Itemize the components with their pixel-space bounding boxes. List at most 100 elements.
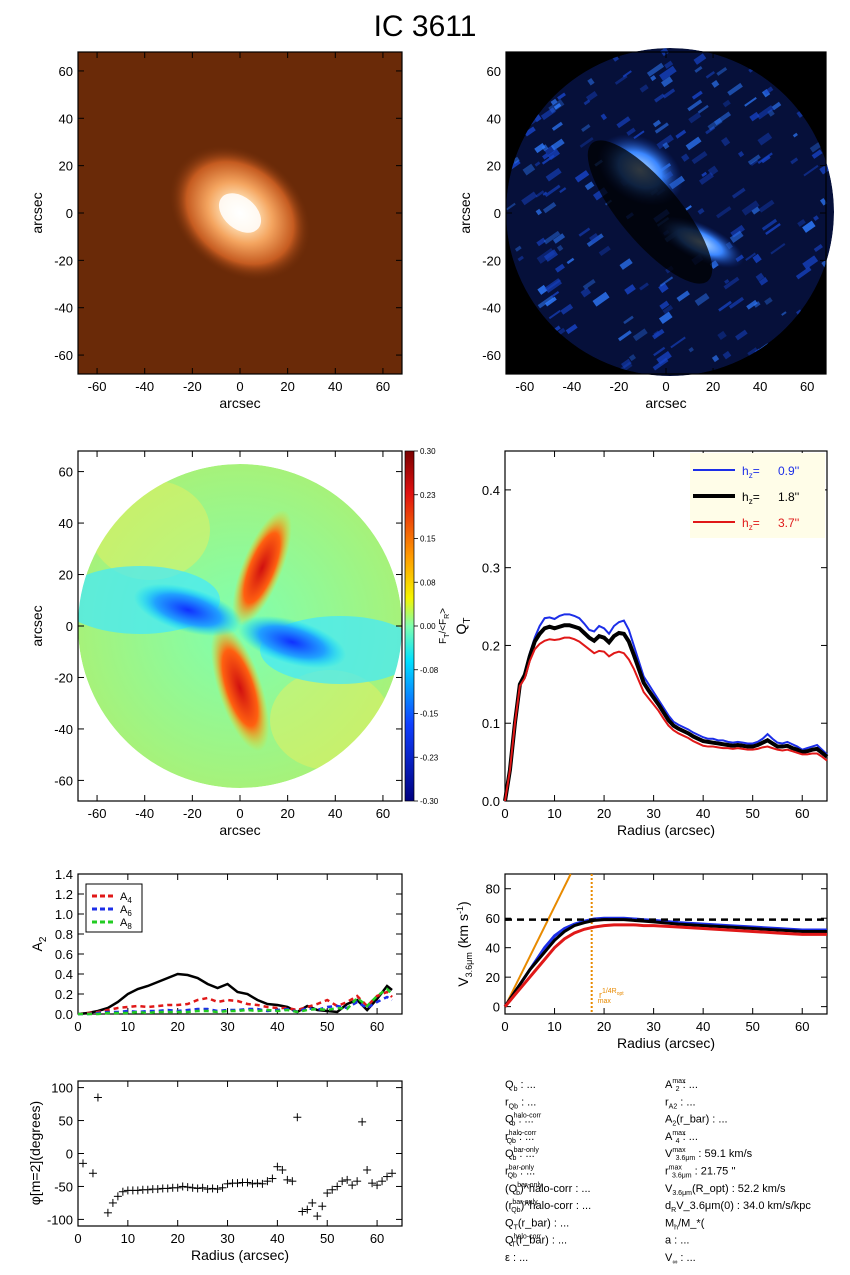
blue-speckle (579, 137, 594, 148)
y-tick-label: 0.0 (482, 794, 500, 809)
x-tick-label: 60 (376, 379, 390, 394)
phase-point (313, 1212, 322, 1221)
y-tick-label: 0.8 (55, 927, 73, 942)
blue-speckle (592, 48, 599, 51)
blue-speckle (749, 111, 760, 122)
blue-speckle (675, 129, 687, 139)
blue-speckle (792, 132, 798, 138)
y-tick-label: 0 (494, 206, 501, 221)
legend-value: 3.7'' (778, 516, 799, 530)
blue-speckle (765, 222, 781, 236)
blue-speckle (592, 291, 610, 307)
phase-point (283, 1175, 292, 1184)
blue-speckle (621, 358, 632, 369)
x-tick-label: 30 (646, 1019, 660, 1034)
y-tick-label: 60 (487, 64, 501, 79)
axes-qt: 0 10 20 30 40 50 60 0.0 0.1 0.2 0.3 0.4 Radius (arcs… (453, 450, 829, 838)
phase-point (188, 1183, 197, 1192)
colorbar-tick-label: 0.30 (420, 447, 436, 456)
stat-row: V3.6μm(R_opt) : 52.2 km/s (665, 1183, 786, 1197)
x-tick-label: 0 (501, 1019, 508, 1034)
phase-point (193, 1184, 202, 1193)
phase-point (153, 1185, 162, 1194)
x-tick-label: 40 (696, 1019, 710, 1034)
blue-speckle (540, 107, 556, 121)
stat-row: Qbar-only b : ... (505, 1147, 539, 1162)
y-tick-label: -50 (54, 1179, 73, 1194)
blue-speckle (802, 220, 816, 233)
blue-speckle (541, 144, 549, 152)
x-tick-label: 40 (270, 1231, 284, 1246)
blue-speckle (670, 336, 686, 349)
blue-speckle (713, 111, 732, 126)
axes-a2: 0 10 20 30 40 50 60 1.4 1.2 1.0 0.8 0.6 0.4 0.2 0.0 A2 A… (29, 867, 403, 1034)
x-tick-label: 30 (646, 806, 660, 821)
blue-speckle (750, 159, 759, 166)
y-tick-label: -40 (54, 301, 73, 316)
phase-point (293, 1113, 302, 1122)
phase-point (388, 1169, 397, 1178)
y-tick-label: 20 (59, 568, 73, 583)
blue-speckle (619, 258, 633, 270)
axes-torque: -60 -40 -20 0 20 40 60 60 40 20 0 -20 -40 -60 arcsec ar… (29, 450, 403, 838)
panel-blue-image: -60 -40 -20 0 20 40 60 60 40 20 0 -20 -40 -60 arcsec ar… (457, 48, 834, 411)
y-tick-label: 40 (59, 111, 73, 126)
blue-speckle (728, 296, 745, 309)
blue-speckle (722, 350, 732, 360)
stat-row: rA2 : ... (665, 1096, 696, 1110)
qt-line-3.7'' (504, 636, 828, 802)
y-tick-label: 0.4 (55, 967, 73, 982)
blue-speckle (614, 74, 628, 85)
x-tick-label: 20 (597, 806, 611, 821)
phase-point (288, 1177, 297, 1186)
blue-speckle (698, 172, 714, 185)
phase-point (368, 1179, 377, 1188)
blue-speckle (685, 136, 702, 151)
blue-speckle (755, 272, 765, 282)
colorbar-tick-label: -0.15 (420, 710, 439, 719)
blue-speckle (676, 290, 690, 302)
blue-speckle (542, 153, 549, 160)
blue-speckle (813, 215, 819, 221)
blue-speckle (565, 323, 578, 335)
blue-speckle (746, 299, 758, 310)
y-tick-label: 0.0 (55, 1007, 73, 1022)
x-tick-label: 10 (547, 806, 561, 821)
a2-line-A4 (77, 990, 393, 1016)
torque-blue-left (133, 583, 243, 637)
blue-speckle (521, 191, 538, 206)
blue-speckle (664, 60, 674, 69)
x-axis-label: Radius (arcsec) (617, 822, 715, 838)
blue-speckle (560, 303, 574, 315)
qt-line-1.8'' (503, 623, 829, 802)
x-tick-label: -60 (88, 379, 107, 394)
phase-point (373, 1181, 382, 1190)
blue-speckle (524, 126, 536, 137)
x-tick-label: 40 (696, 806, 710, 821)
blue-speckle (764, 297, 773, 306)
colorbar-tick-label: 0.08 (420, 578, 436, 587)
y-axis-label: arcsec (29, 605, 45, 646)
x-axis-label: Radius (arcsec) (191, 1247, 289, 1263)
phase-point (183, 1183, 192, 1192)
phase-point (233, 1179, 242, 1188)
blue-speckle (825, 115, 834, 124)
x-tick-label: -20 (183, 379, 202, 394)
y-tick-label: 0.3 (482, 561, 500, 576)
y-tick-label: 0 (66, 206, 73, 221)
y-tick-label: -60 (54, 348, 73, 363)
blue-speckle (581, 124, 591, 132)
y-tick-label: 100 (51, 1081, 73, 1096)
x-tick-label: 10 (121, 1019, 135, 1034)
blue-speckle (552, 233, 566, 244)
a2-line-A_2 (77, 972, 393, 1016)
blue-speckle (654, 93, 665, 103)
blue-speckle (753, 301, 761, 308)
blue-speckle (660, 76, 673, 88)
stats-table: Qb : ... rQb : ... Qhalo-corr b : ... rhalo-… (505, 1078, 811, 1266)
x-tick-label: 40 (328, 806, 342, 821)
phase-point (198, 1183, 207, 1192)
stat-row: dRV_3.6μm(0) : 34.0 km/s/kpc (665, 1200, 811, 1214)
torque-yellow-tint-2 (270, 670, 390, 770)
